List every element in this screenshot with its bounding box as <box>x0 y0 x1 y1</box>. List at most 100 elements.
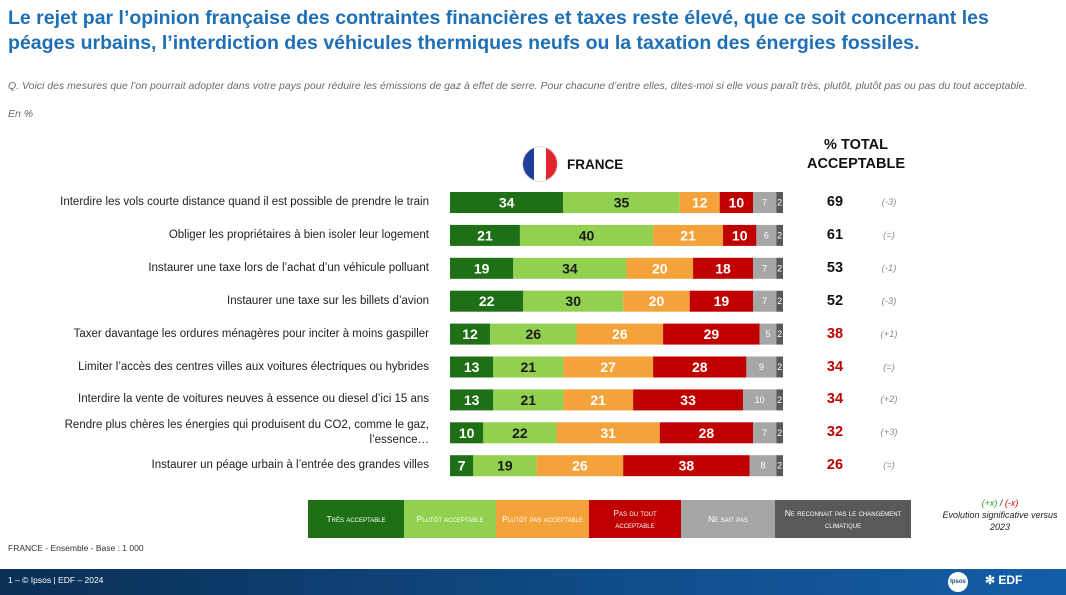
evolution-value: (-3) <box>881 197 897 208</box>
evolution-plus: (+x) <box>981 498 998 508</box>
value-label: 7 <box>762 198 767 208</box>
bar-plutot-pas-acceptable <box>576 323 664 345</box>
row-label: Instaurer un péage urbain à l’entrée des… <box>151 459 429 472</box>
total-acceptable-value: 61 <box>826 226 844 243</box>
bar-ne-sait-pas <box>753 192 777 213</box>
value-label: 21 <box>680 227 696 243</box>
bar-pas-du-tout-acceptable <box>693 257 754 279</box>
total-acceptable-header: % TOTAL ACCEPTABLE <box>806 137 905 172</box>
bar-pas-du-tout-acceptable <box>623 455 750 477</box>
value-label: 18 <box>715 260 731 276</box>
value-label: 28 <box>699 425 715 441</box>
bar-plutot-pas-acceptable <box>563 356 654 378</box>
bar-plutot-pas-acceptable <box>653 224 724 246</box>
value-label: 10 <box>729 195 745 211</box>
row-label: Instaurer une taxe sur les billets d’avi… <box>227 294 429 307</box>
value-label: 2 <box>777 428 782 438</box>
bar-tres-acceptable <box>450 356 494 378</box>
value-label: 21 <box>477 227 493 243</box>
value-label: 26 <box>572 458 588 474</box>
value-label: 26 <box>525 326 541 342</box>
bar-ne-reconnait-pas <box>776 422 783 444</box>
value-label: 7 <box>762 296 767 306</box>
bar-ne-sait-pas <box>749 455 777 477</box>
value-label: 40 <box>579 227 595 243</box>
value-label: 10 <box>755 395 765 405</box>
page-title: Le rejet par l’opinion française des con… <box>8 7 989 54</box>
row-label: Interdire la vente de voitures neuves à … <box>78 393 429 406</box>
bar-ne-sait-pas <box>743 389 777 411</box>
value-label: 21 <box>520 359 536 375</box>
row-label: Instaurer une taxe lors de l’achat d’un … <box>148 261 429 274</box>
value-label: 2 <box>777 395 782 405</box>
value-label: 30 <box>565 293 581 309</box>
legend: Très acceptable Plutôt acceptable Plutôt p… <box>308 500 911 538</box>
total-acceptable-value: 34 <box>826 391 844 408</box>
value-label: 29 <box>704 326 720 342</box>
bar-pas-du-tout-acceptable <box>663 323 760 345</box>
bar-tres-acceptable <box>450 224 520 246</box>
bar-ne-sait-pas <box>753 257 777 279</box>
bar-ne-sait-pas <box>753 290 777 312</box>
total-acceptable-value: 52 <box>826 292 844 309</box>
bar-tres-acceptable <box>450 422 484 444</box>
bar-pas-du-tout-acceptable <box>633 389 744 411</box>
value-label: 27 <box>600 359 616 375</box>
bar-plutot-acceptable <box>493 389 564 411</box>
value-label: 10 <box>732 227 748 243</box>
value-label: 2 <box>777 198 782 208</box>
bar-plutot-acceptable <box>483 422 557 444</box>
base-note: FRANCE - Ensemble - Base : 1 000 <box>8 543 144 553</box>
bar-plutot-pas-acceptable <box>556 422 660 444</box>
total-acceptable-value: 34 <box>826 358 844 375</box>
value-label: 22 <box>512 425 528 441</box>
bar-tres-acceptable <box>450 257 514 279</box>
row-label: Rendre plus chères les énergies qui prod… <box>64 418 429 446</box>
bar-ne-reconnait-pas <box>776 192 783 213</box>
total-acceptable-value: 38 <box>826 325 844 342</box>
bar-ne-reconnait-pas <box>776 356 783 378</box>
legend-item: Très acceptable <box>308 500 404 538</box>
value-label: 12 <box>462 326 478 342</box>
value-label: 7 <box>458 458 466 474</box>
bar-plutot-pas-acceptable <box>536 455 624 477</box>
value-label: 26 <box>612 326 628 342</box>
legend-item: Ne reconnait pas le changement climatiqu… <box>775 500 911 538</box>
total-acceptable-value: 26 <box>826 457 844 474</box>
bar-ne-sait-pas <box>753 422 777 444</box>
value-label: 2 <box>777 263 782 273</box>
bar-ne-reconnait-pas <box>776 224 783 246</box>
question-text: Q. Voici des mesures que l’on pourrait a… <box>8 80 1028 92</box>
bar-ne-sait-pas <box>759 323 777 345</box>
value-label: 10 <box>459 425 475 441</box>
bar-tres-acceptable <box>450 323 490 345</box>
bar-plutot-pas-acceptable <box>626 257 694 279</box>
bar-pas-du-tout-acceptable <box>689 290 754 312</box>
value-label: 13 <box>464 359 480 375</box>
value-label: 12 <box>692 195 708 211</box>
value-label: 19 <box>474 260 490 276</box>
value-label: 20 <box>649 293 665 309</box>
france-flag-icon <box>523 147 557 181</box>
bar-tres-acceptable <box>450 192 564 213</box>
unit-label: En % <box>8 108 34 120</box>
evolution-value: (+3) <box>880 427 898 439</box>
value-label: 19 <box>714 293 730 309</box>
value-label: 31 <box>600 425 616 441</box>
value-label: 19 <box>497 458 513 474</box>
bar-plutot-acceptable <box>563 192 680 213</box>
value-label: 7 <box>762 263 767 273</box>
bar-ne-reconnait-pas <box>776 257 783 279</box>
bar-ne-reconnait-pas <box>776 290 783 312</box>
total-acceptable-value: 53 <box>826 259 844 276</box>
value-label: 20 <box>652 260 668 276</box>
value-label: 2 <box>777 296 782 306</box>
value-label: 38 <box>679 458 695 474</box>
value-label: 22 <box>479 293 495 309</box>
row-label: Limiter l’accès des centres villes aux v… <box>78 360 429 373</box>
row-label: Taxer davantage les ordures ménagères po… <box>73 327 429 340</box>
evolution-value: (=) <box>883 229 895 241</box>
bar-ne-reconnait-pas <box>776 455 783 477</box>
evolution-value: (+2) <box>880 394 898 406</box>
value-label: 35 <box>614 195 630 211</box>
